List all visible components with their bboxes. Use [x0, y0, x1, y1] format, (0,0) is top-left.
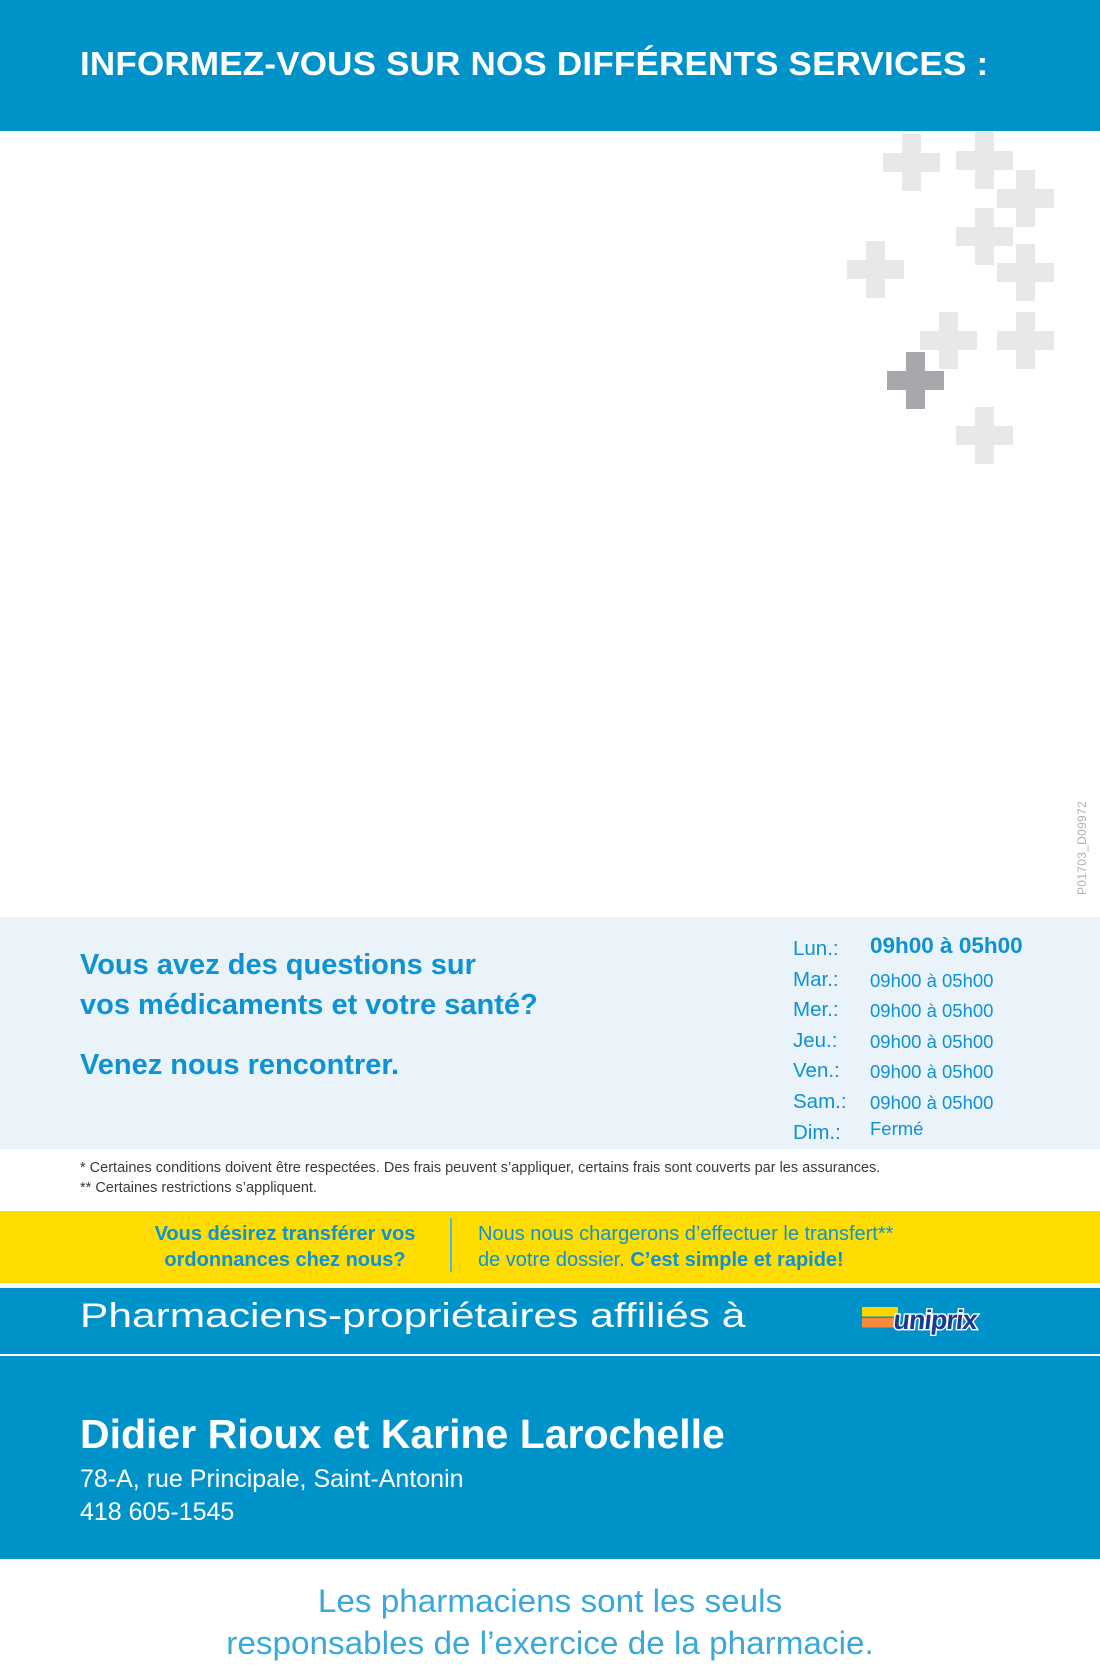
svg-text:uniprix: uniprix [892, 1304, 979, 1335]
